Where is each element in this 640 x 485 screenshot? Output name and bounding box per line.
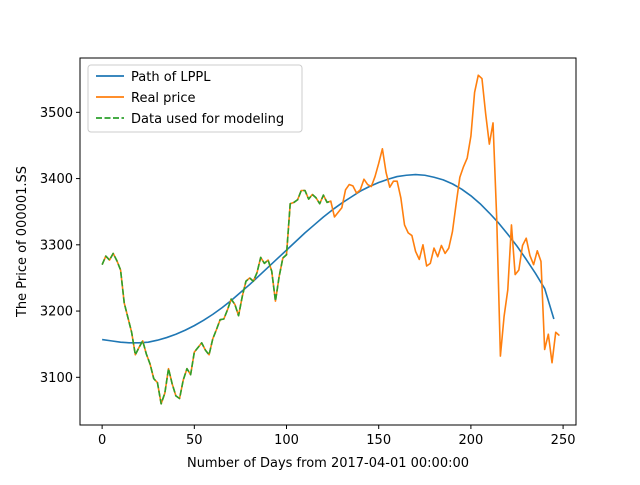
x-tick-label: 200 bbox=[458, 433, 483, 448]
y-tick-label: 3500 bbox=[40, 106, 73, 121]
y-tick-label: 3200 bbox=[40, 305, 73, 320]
x-axis: 0 50 100 150 200 250 bbox=[98, 425, 576, 448]
legend-label: Real price bbox=[131, 91, 196, 106]
x-tick-label: 150 bbox=[366, 433, 391, 448]
legend-box bbox=[87, 64, 303, 133]
y-axis-label: The Price of 000001.SS bbox=[15, 166, 30, 318]
y-tick-label: 3100 bbox=[40, 371, 73, 386]
plot-frame bbox=[79, 57, 577, 426]
y-tick-label: 3300 bbox=[40, 238, 73, 253]
x-tick-label: 100 bbox=[274, 433, 299, 448]
y-axis: 3100 3200 3300 3400 3500 bbox=[40, 106, 80, 386]
legend-label: Data used for modeling bbox=[131, 112, 284, 127]
legend-label: Path of LPPL bbox=[131, 70, 211, 85]
x-tick-label: 50 bbox=[186, 433, 203, 448]
series-layer bbox=[101, 74, 560, 405]
x-tick-label: 0 bbox=[98, 433, 106, 448]
x-tick-label: 250 bbox=[551, 433, 576, 448]
modeling-data-line bbox=[101, 189, 332, 405]
y-tick-label: 3400 bbox=[40, 172, 73, 187]
lppl-path-line bbox=[102, 173, 555, 344]
x-axis-label: Number of Days from 2017-04-01 00:00:00 bbox=[187, 456, 469, 471]
legend: Path of LPPL Real price Data used for mode… bbox=[87, 64, 303, 133]
